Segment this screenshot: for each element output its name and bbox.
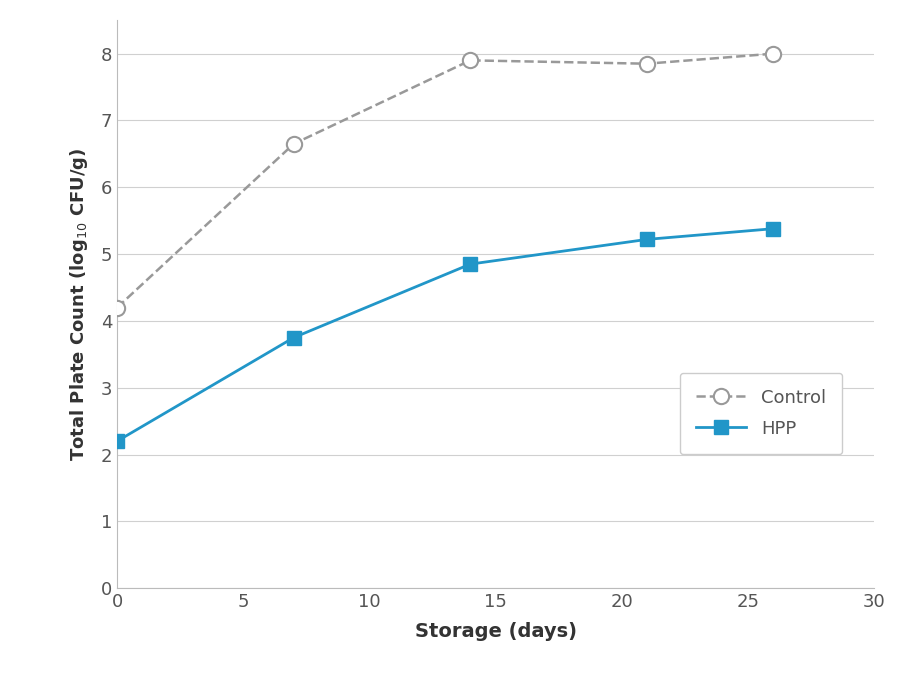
HPP [465, 260, 476, 268]
Control [642, 59, 652, 68]
HPP [768, 224, 778, 233]
Control [465, 56, 476, 64]
HPP [112, 437, 123, 445]
Control [112, 304, 123, 312]
Line: Control: Control [110, 46, 780, 315]
HPP [642, 235, 652, 243]
Control [768, 49, 778, 57]
Line: HPP: HPP [110, 222, 780, 448]
HPP [288, 333, 299, 341]
Y-axis label: Total Plate Count (log$_{10}$ CFU/g): Total Plate Count (log$_{10}$ CFU/g) [68, 147, 90, 461]
Legend: Control, HPP: Control, HPP [679, 372, 842, 454]
Control [288, 140, 299, 148]
X-axis label: Storage (days): Storage (days) [414, 622, 577, 641]
